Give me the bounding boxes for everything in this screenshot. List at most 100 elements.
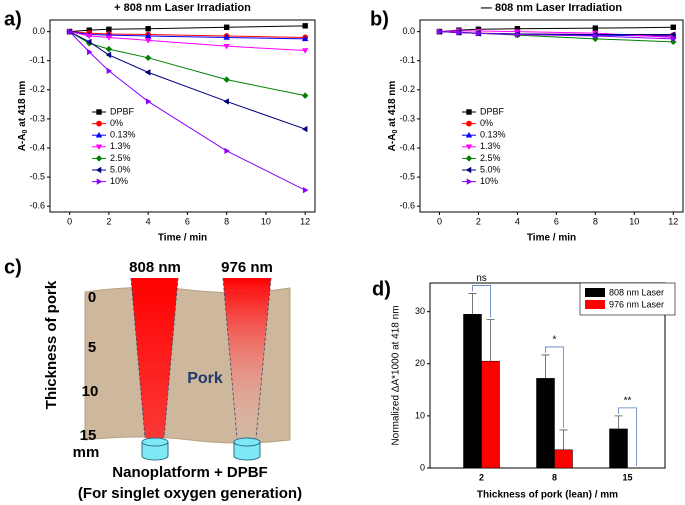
y-tick-label: -0.6 [399, 201, 415, 211]
x-tick-label: 6 [185, 216, 190, 226]
legend-marker [95, 155, 103, 162]
x-tick-label: 12 [300, 216, 310, 226]
marker [86, 38, 92, 46]
error-bar [614, 415, 623, 429]
series-line [69, 31, 306, 38]
x-tick-label: 8 [224, 216, 229, 226]
legend-label: 1.3% [110, 141, 131, 151]
x-tick-label: 15 [622, 472, 632, 482]
y-tick-label: -0.2 [29, 84, 45, 94]
marker [302, 23, 308, 29]
plot-frame [49, 19, 316, 213]
legend-label: 5.0% [110, 164, 131, 174]
y-tick-label: -0.1 [399, 55, 415, 65]
vial-top [233, 437, 261, 447]
marker [86, 33, 93, 40]
error-bar [486, 319, 495, 362]
laser-label: 808 nm [129, 259, 181, 276]
y-tick-label: -0.4 [399, 142, 415, 152]
y-tick-label: -0.1 [29, 55, 45, 65]
legend-marker [465, 166, 472, 174]
legend-marker [95, 166, 102, 174]
beam-edge [130, 277, 146, 439]
marker [105, 35, 113, 41]
marker [593, 32, 599, 40]
x-axis-label: Time / min [527, 233, 576, 244]
significance-bracket [618, 407, 637, 466]
marker [670, 31, 676, 38]
series-line [69, 31, 306, 52]
series-line [439, 30, 674, 38]
laser-label: 976 nm [221, 259, 273, 276]
bar [609, 428, 628, 469]
y-label-main: A-A [387, 134, 398, 152]
depth: 15 [80, 427, 97, 444]
marker [301, 92, 309, 99]
marker [301, 48, 309, 54]
marker [515, 31, 521, 38]
marker [144, 38, 152, 44]
bar [481, 360, 500, 469]
depth: 0 [88, 289, 96, 306]
significance-bracket [472, 285, 491, 318]
marker [223, 24, 230, 30]
marker [301, 125, 308, 133]
legend-marker [465, 155, 473, 162]
marker [144, 32, 152, 39]
chart-title: — 808 nm Laser Irradiation [481, 2, 622, 14]
x-tick-label: 4 [146, 216, 151, 226]
significance-label: ns [476, 273, 487, 284]
y-tick-label: -0.5 [29, 171, 45, 181]
y-tick-label: -0.4 [29, 142, 45, 152]
legend-label: 1.3% [480, 141, 501, 151]
x-tick-label: 6 [554, 216, 559, 226]
legend-marker [96, 120, 102, 127]
vial [141, 442, 169, 461]
legend-label: 0.13% [480, 130, 506, 140]
x-tick-label: 2 [106, 216, 111, 226]
x-tick-label: 10 [261, 216, 271, 226]
x-axis-label: Thickness of pork (lean) / mm [477, 490, 618, 501]
legend-label: 808 nm Laser [609, 287, 664, 297]
depth: 5 [88, 339, 96, 356]
y-tick-label: -0.6 [29, 201, 45, 211]
marker [223, 43, 230, 50]
legend-label: 0.13% [110, 130, 136, 140]
x-tick-label: 8 [593, 216, 598, 226]
marker [105, 45, 113, 53]
legend-marker [465, 132, 473, 138]
bar [536, 378, 555, 469]
x-axis-label: Time / min [158, 233, 207, 244]
legend-marker [465, 144, 473, 150]
marker [223, 98, 229, 105]
panel-label: b) [370, 8, 389, 30]
panel-label: a) [4, 8, 22, 30]
legend-label: 0% [480, 118, 493, 128]
legend-marker [466, 120, 472, 127]
marker [224, 147, 230, 155]
legend-marker [96, 178, 103, 185]
marker [67, 28, 73, 35]
significance-label: * [553, 335, 557, 346]
depth: 10 [82, 383, 99, 400]
marker [106, 26, 112, 33]
legend-label: DPBF [480, 106, 505, 116]
unit: mm [73, 444, 100, 461]
y-tick-label: -0.3 [29, 113, 45, 123]
y-tick-label: 20 [415, 358, 425, 368]
marker [302, 186, 309, 194]
marker [144, 54, 152, 62]
y-axis-label: A-A0 at 418 nm [387, 81, 399, 152]
y-tick-label: 0.0 [32, 26, 45, 36]
series-line [69, 31, 306, 97]
x-tick-label: 2 [479, 472, 484, 482]
error-bar [468, 293, 477, 315]
y-tick-label: 30 [415, 306, 425, 316]
caption: Nanoplatform + DPBF [112, 464, 267, 481]
legend-marker [96, 109, 102, 115]
marker [671, 35, 677, 43]
legend-label: 976 nm Laser [609, 299, 664, 309]
bar [554, 449, 573, 469]
marker [223, 34, 230, 40]
